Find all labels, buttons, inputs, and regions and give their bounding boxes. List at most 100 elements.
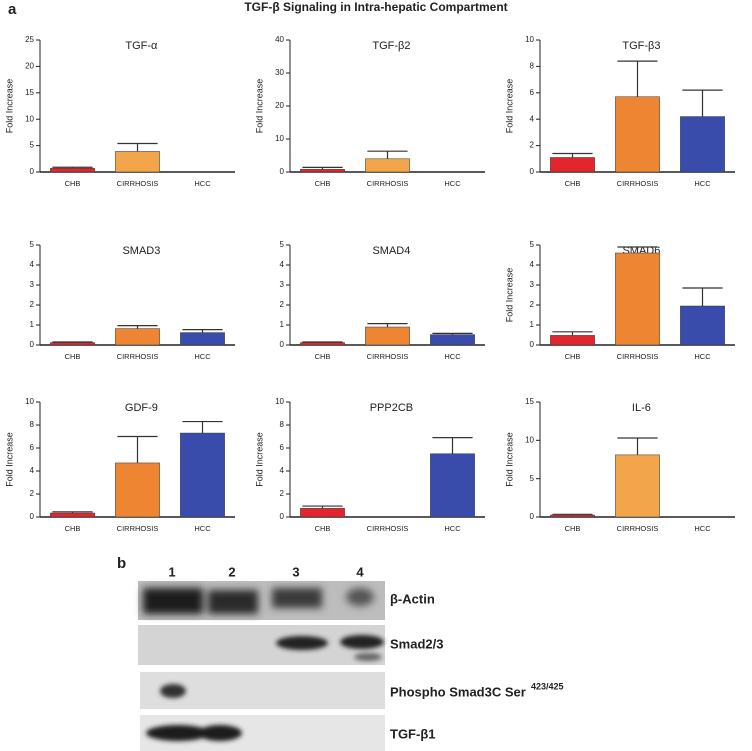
chart-title: SMAD3	[122, 245, 160, 257]
y-tick-label: 4	[280, 466, 285, 475]
blot-label: TGF-β1	[390, 726, 436, 741]
y-axis-label: Fold Increase	[254, 432, 264, 487]
y-tick-label: 5	[30, 141, 35, 150]
y-tick-label: 1	[280, 320, 285, 329]
y-tick-label: 1	[30, 320, 35, 329]
x-tick-label: CIRRHOSIS	[367, 179, 409, 188]
y-tick-label: 2	[530, 141, 535, 150]
y-tick-label: 10	[275, 397, 284, 406]
y-tick-label: 10	[525, 35, 534, 44]
error-bar	[367, 150, 408, 159]
y-tick-label: 15	[25, 88, 34, 97]
western-blot: 1 2 3 4 β-Actin Smad2/3 Phospho Smad3C S…	[138, 564, 564, 751]
x-tick-label: CIRRHOSIS	[117, 179, 159, 188]
x-tick-label: HCC	[194, 524, 211, 533]
blot-label: Phospho Smad3C Ser	[390, 684, 526, 699]
error-bar	[302, 505, 343, 509]
y-tick-label: 20	[275, 101, 284, 110]
error-bar	[552, 513, 593, 516]
y-tick-label: 2	[30, 489, 35, 498]
y-axis-label: Fold Increase	[4, 79, 14, 134]
bar	[300, 342, 345, 346]
chart-title: TGF-β3	[622, 40, 660, 52]
bar	[50, 512, 95, 518]
error-bar	[117, 325, 158, 329]
y-tick-label: 5	[530, 474, 535, 483]
chart-title: TGF-β2	[372, 40, 410, 52]
chart-title: GDF-9	[125, 402, 158, 414]
y-tick-label: 2	[30, 300, 35, 309]
y-tick-label: 25	[25, 35, 34, 44]
figure-title: TGF-β Signaling in Intra-hepatic Compart…	[244, 0, 507, 14]
error-bar	[617, 246, 658, 253]
y-tick-label: 10	[25, 114, 34, 123]
y-tick-label: 6	[30, 443, 35, 452]
y-tick-label: 6	[530, 88, 535, 97]
lane-label: 1	[168, 564, 175, 579]
bar	[300, 508, 345, 518]
y-tick-label: 0	[30, 512, 35, 521]
bar	[680, 116, 725, 173]
error-bar	[302, 341, 343, 343]
x-tick-label: CHB	[565, 524, 581, 533]
bar	[550, 335, 595, 346]
y-tick-label: 1	[530, 320, 535, 329]
y-tick-label: 0	[280, 340, 285, 349]
y-tick-label: 4	[30, 260, 35, 269]
error-bar	[182, 420, 223, 434]
bar	[430, 453, 475, 518]
x-tick-label: CIRRHOSIS	[617, 524, 659, 533]
bar	[115, 462, 160, 518]
chart-title: TGF-α	[125, 40, 158, 52]
y-tick-label: 0	[280, 512, 285, 521]
x-tick-label: CIRRHOSIS	[117, 352, 159, 361]
error-bar	[52, 511, 93, 513]
y-tick-label: 10	[25, 397, 34, 406]
y-tick-label: 2	[280, 489, 285, 498]
error-bar	[432, 437, 473, 454]
lane-label: 2	[228, 564, 235, 579]
x-tick-label: CIRRHOSIS	[367, 524, 409, 533]
y-tick-label: 4	[530, 114, 535, 123]
chart-title: SMAD4	[372, 245, 410, 257]
bar	[365, 326, 410, 346]
bar	[680, 305, 725, 346]
y-axis-label: Fold Increase	[504, 268, 514, 323]
error-bar	[302, 166, 343, 170]
y-tick-label: 3	[280, 280, 285, 289]
y-tick-label: 2	[280, 300, 285, 309]
bar	[615, 454, 660, 518]
bar	[550, 157, 595, 173]
bar	[615, 252, 660, 346]
y-tick-label: 5	[30, 240, 35, 249]
y-tick-label: 4	[530, 260, 535, 269]
x-tick-label: HCC	[194, 352, 211, 361]
chart-title: IL-6	[632, 402, 651, 414]
bar	[300, 169, 345, 173]
error-bar	[117, 142, 158, 152]
y-tick-label: 3	[30, 280, 35, 289]
x-tick-label: HCC	[694, 179, 711, 188]
error-bar	[182, 329, 223, 333]
x-tick-label: CIRRHOSIS	[367, 352, 409, 361]
panel-label: a	[8, 1, 17, 18]
error-bar	[52, 341, 93, 343]
blot-label: Smad2/3	[390, 636, 443, 651]
y-tick-label: 8	[530, 62, 535, 71]
lane-label: 4	[356, 564, 364, 579]
bar	[115, 151, 160, 173]
x-tick-label: CIRRHOSIS	[617, 179, 659, 188]
bar	[615, 96, 660, 173]
error-bar	[617, 437, 658, 455]
x-tick-label: CHB	[315, 352, 331, 361]
x-tick-label: HCC	[694, 524, 711, 533]
x-tick-label: CHB	[315, 179, 331, 188]
y-tick-label: 3	[530, 280, 535, 289]
error-bar	[682, 89, 723, 117]
y-tick-label: 4	[280, 260, 285, 269]
error-bar	[52, 166, 93, 169]
lane-label: 3	[292, 564, 299, 579]
y-tick-label: 20	[25, 62, 34, 71]
bar	[180, 432, 225, 518]
